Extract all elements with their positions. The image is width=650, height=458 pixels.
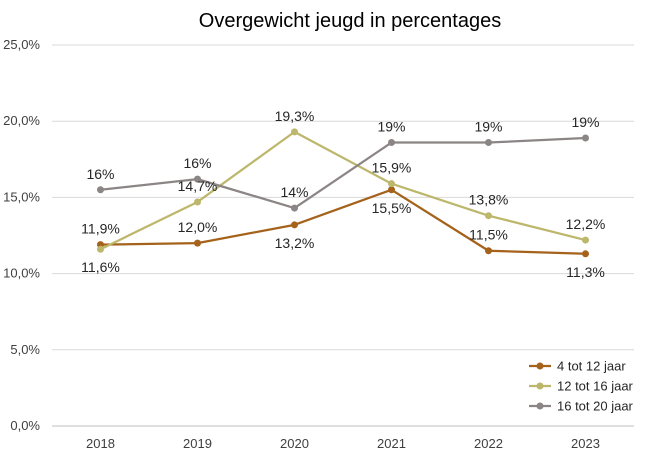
data-point-0-5 bbox=[582, 250, 589, 258]
data-label-0-2: 13,2% bbox=[275, 235, 315, 251]
data-point-0-1 bbox=[194, 239, 201, 247]
series-line-1 bbox=[100, 130, 586, 251]
x-tick-label-4: 2022 bbox=[474, 436, 503, 451]
x-tick-label-0: 2018 bbox=[86, 436, 115, 451]
data-labels: 11,9% 12,0% 13,2% 15,5% 11,5% 11,3% 11,6% 14,7%… bbox=[81, 108, 605, 280]
data-label-0-4: 11,5% bbox=[469, 227, 508, 243]
data-label-2-0: 16% bbox=[86, 166, 114, 182]
data-point-2-4 bbox=[485, 139, 492, 147]
legend-swatch-marker-0 bbox=[536, 362, 544, 370]
data-point-1-1 bbox=[194, 198, 201, 206]
data-label-0-3: 15,5% bbox=[372, 200, 412, 216]
legend-label-1: 12 tot 16 jaar bbox=[557, 379, 634, 394]
data-point-2-3 bbox=[388, 139, 395, 147]
data-point-2-1 bbox=[194, 175, 201, 183]
legend-swatch-marker-2 bbox=[536, 402, 544, 410]
data-point-1-5 bbox=[582, 236, 589, 244]
series-lines bbox=[97, 128, 589, 258]
data-label-1-2: 19,3% bbox=[275, 108, 315, 124]
data-point-1-3 bbox=[388, 180, 395, 188]
data-label-2-3: 19% bbox=[377, 119, 405, 135]
data-point-0-2 bbox=[291, 221, 298, 229]
data-label-1-4: 13,8% bbox=[469, 192, 509, 208]
data-label-1-3: 15,9% bbox=[372, 160, 412, 176]
series-line-2 bbox=[100, 136, 586, 210]
legend-label-0: 4 tot 12 jaar bbox=[557, 359, 626, 374]
y-tick-label-3: 15,0% bbox=[3, 189, 40, 204]
data-label-2-1: 16% bbox=[183, 155, 211, 171]
y-tick-label-4: 20,0% bbox=[3, 113, 40, 128]
gridlines bbox=[52, 44, 634, 427]
x-axis: 2018 2019 2020 2021 2022 2023 bbox=[86, 436, 600, 451]
data-label-1-5: 12,2% bbox=[566, 216, 606, 232]
data-point-2-2 bbox=[291, 204, 298, 212]
series-line-0 bbox=[100, 188, 586, 255]
data-label-0-0: 11,9% bbox=[81, 221, 120, 237]
y-tick-label-1: 5,0% bbox=[10, 342, 40, 357]
data-label-1-1: 14,7% bbox=[178, 178, 218, 194]
x-tick-label-1: 2019 bbox=[183, 436, 212, 451]
data-label-1-0: 11,6% bbox=[81, 259, 120, 275]
data-label-0-5: 11,3% bbox=[566, 264, 605, 280]
data-point-2-5 bbox=[582, 134, 589, 142]
data-point-1-4 bbox=[485, 212, 492, 220]
y-tick-label-0: 0,0% bbox=[10, 418, 40, 433]
x-tick-label-2: 2020 bbox=[280, 436, 309, 451]
y-axis: 0,0% 5,0% 10,0% 15,0% 20,0% 25,0% bbox=[3, 37, 40, 433]
data-label-0-1: 12,0% bbox=[178, 219, 218, 235]
x-tick-label-3: 2021 bbox=[377, 436, 406, 451]
x-tick-label-5: 2023 bbox=[571, 436, 600, 451]
data-point-2-0 bbox=[97, 186, 104, 194]
legend: 4 tot 12 jaar 12 tot 16 jaar 16 tot 20 jaa… bbox=[529, 359, 634, 414]
data-point-1-2 bbox=[291, 128, 298, 136]
data-label-2-5: 19% bbox=[571, 114, 599, 130]
legend-label-2: 16 tot 20 jaar bbox=[557, 399, 634, 414]
data-label-2-4: 19% bbox=[474, 119, 502, 135]
chart-title: Overgewicht jeugd in percentages bbox=[199, 10, 501, 32]
data-label-2-2: 14% bbox=[280, 184, 308, 200]
data-point-0-3 bbox=[388, 186, 395, 194]
data-point-0-4 bbox=[485, 247, 492, 255]
legend-swatch-marker-1 bbox=[536, 382, 544, 390]
data-point-1-0 bbox=[97, 245, 104, 253]
y-tick-label-2: 10,0% bbox=[3, 266, 40, 281]
y-tick-label-5: 25,0% bbox=[3, 37, 40, 52]
